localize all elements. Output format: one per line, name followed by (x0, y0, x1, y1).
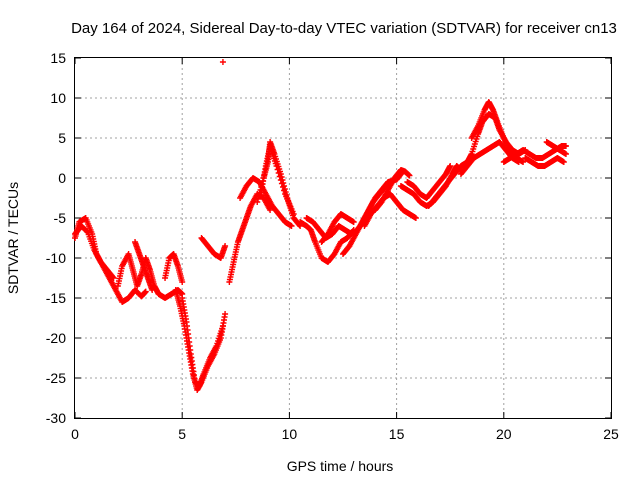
tick-labels: 0 5 10 15 20 25 15 10 5 0 -5 -10 -15 -20 -25 -30 (46, 50, 619, 442)
data-point-marker (255, 193, 262, 199)
data-point-marker (290, 211, 297, 217)
data-point-marker (350, 219, 357, 225)
data-point-marker (219, 59, 226, 65)
data-point-marker (110, 275, 117, 281)
x-tick-label: 10 (282, 426, 298, 442)
x-tick-label: 0 (71, 426, 79, 442)
data-point-marker (149, 287, 156, 293)
data-point-marker (562, 143, 569, 149)
y-tick-label: 5 (58, 130, 66, 146)
data-point-marker (288, 223, 295, 229)
data-point-marker (520, 159, 527, 165)
data-point-marker (560, 159, 567, 165)
data-point-marker (278, 180, 285, 187)
y-tick-label: 15 (50, 50, 66, 66)
data-point-marker (267, 207, 274, 213)
data-point-marker (276, 173, 283, 180)
data-point-marker (142, 288, 149, 295)
data-point-marker (562, 151, 569, 157)
data-point-marker (219, 323, 226, 329)
y-tick-label: -25 (46, 370, 66, 386)
x-tick-label: 15 (389, 426, 405, 442)
x-tick-label: 25 (603, 426, 619, 442)
y-tick-label: -10 (46, 250, 66, 266)
y-axis-label: SDTVAR / TECUs (5, 182, 21, 294)
data-point-marker (273, 163, 280, 169)
data-point-marker (412, 215, 419, 221)
data-points (72, 59, 569, 393)
data-point-marker (109, 274, 116, 280)
data-point-marker (275, 170, 282, 176)
data-point-marker (255, 196, 262, 202)
x-tick-label: 5 (178, 426, 186, 442)
chart-title: Day 164 of 2024, Sidereal Day-to-day VTE… (71, 20, 617, 37)
x-tick-label: 20 (496, 426, 512, 442)
y-tick-label: 0 (58, 170, 66, 186)
y-tick-label: -15 (46, 290, 66, 306)
grid-lines (74, 57, 612, 419)
y-tick-label: -30 (46, 410, 66, 426)
data-point-marker (281, 187, 288, 194)
x-axis-label: GPS time / hours (287, 458, 394, 474)
data-point-marker (406, 172, 413, 179)
data-point-marker (254, 199, 261, 205)
data-point-marker (179, 279, 186, 285)
y-tick-label: 10 (50, 90, 66, 106)
data-point-marker (279, 184, 286, 190)
data-point-marker (447, 163, 454, 169)
data-point-marker (222, 311, 229, 317)
y-tick-label: -20 (46, 330, 66, 346)
y-tick-label: -5 (54, 210, 67, 226)
data-point-marker (222, 243, 229, 249)
data-point-marker (277, 177, 284, 183)
data-point-marker (274, 166, 281, 173)
